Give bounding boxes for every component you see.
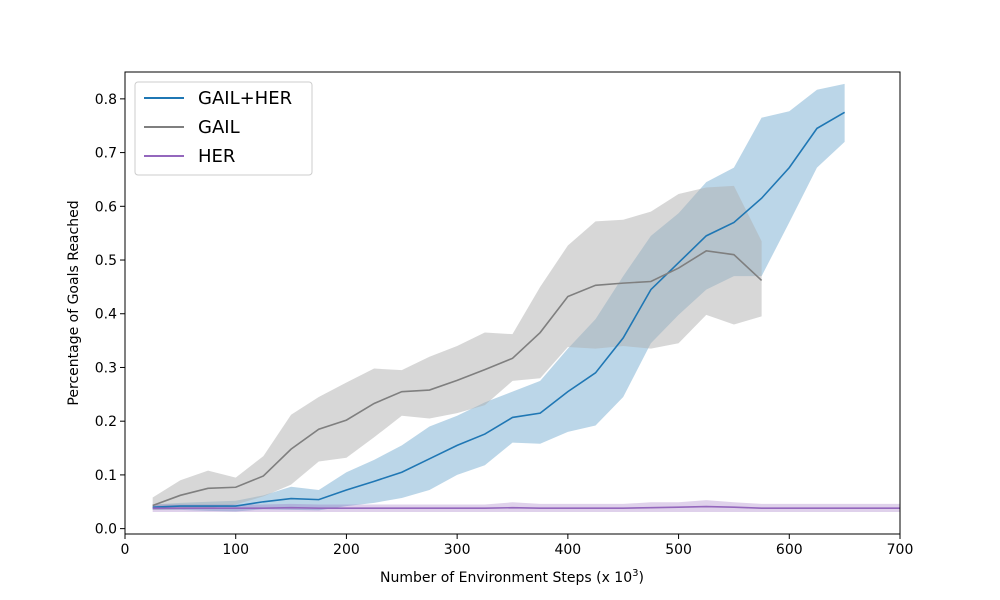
x-tick-label: 500 bbox=[665, 542, 692, 558]
x-axis-label-close: ) bbox=[639, 570, 644, 586]
x-tick-label: 200 bbox=[333, 542, 360, 558]
y-tick-label: 0.7 bbox=[95, 146, 117, 162]
line-her bbox=[152, 505, 900, 510]
legend-box bbox=[134, 81, 313, 176]
x-tick-label: 300 bbox=[444, 542, 471, 558]
y-tick-label: 0.3 bbox=[95, 360, 117, 376]
x-tick-label: 700 bbox=[887, 542, 914, 558]
legend-label-gail: GAIL bbox=[198, 117, 240, 138]
legend-label-gail-her: GAIL+HER bbox=[198, 88, 292, 109]
y-tick-label: 0.8 bbox=[95, 92, 117, 108]
x-tick-label: 400 bbox=[554, 542, 581, 558]
legend: GAIL+HER GAIL HER bbox=[134, 81, 313, 176]
line-gail-her bbox=[152, 111, 846, 508]
y-tick-label: 0.2 bbox=[95, 414, 117, 430]
plot-frame bbox=[124, 71, 901, 535]
band-gail bbox=[152, 185, 762, 510]
x-tick-label: 100 bbox=[222, 542, 249, 558]
y-tick-label: 0.5 bbox=[95, 253, 117, 269]
series-lines bbox=[152, 111, 900, 510]
x-axis-label: Number of Environment Steps (x 103) bbox=[380, 568, 644, 586]
legend-label-her: HER bbox=[198, 146, 235, 167]
y-tick-label: 0.6 bbox=[95, 199, 117, 215]
y-tick-label: 0.4 bbox=[95, 307, 117, 323]
x-axis-label-superscript: 3 bbox=[632, 568, 638, 579]
line-gail bbox=[152, 250, 763, 507]
band-her bbox=[152, 500, 900, 512]
y-tick-label: 0.1 bbox=[95, 468, 117, 484]
y-tick-label: 0.0 bbox=[95, 522, 117, 538]
axis-ticks: 0 100 200 300 400 500 600 700 0.0 0.1 0.2 0.3 0.4 0.5… bbox=[95, 92, 914, 558]
x-tick-label: 0 bbox=[121, 542, 130, 558]
y-axis-label: Percentage of Goals Reached bbox=[66, 200, 82, 405]
x-tick-label: 600 bbox=[776, 542, 803, 558]
